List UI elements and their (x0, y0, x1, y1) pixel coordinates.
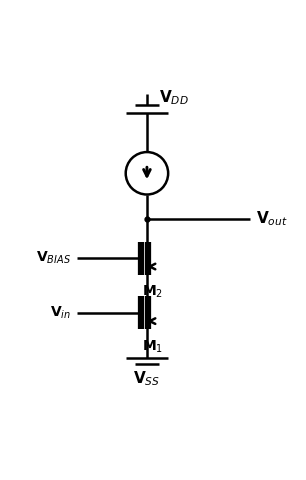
Text: V$_{DD}$: V$_{DD}$ (159, 89, 189, 108)
Text: M$_1$: M$_1$ (142, 338, 164, 355)
Text: V$_{BIAS}$: V$_{BIAS}$ (36, 250, 71, 266)
Text: V$_{SS}$: V$_{SS}$ (133, 369, 161, 387)
Text: M$_2$: M$_2$ (142, 284, 163, 300)
Text: V$_{in}$: V$_{in}$ (50, 305, 71, 321)
Text: V$_{out}$: V$_{out}$ (256, 209, 288, 228)
